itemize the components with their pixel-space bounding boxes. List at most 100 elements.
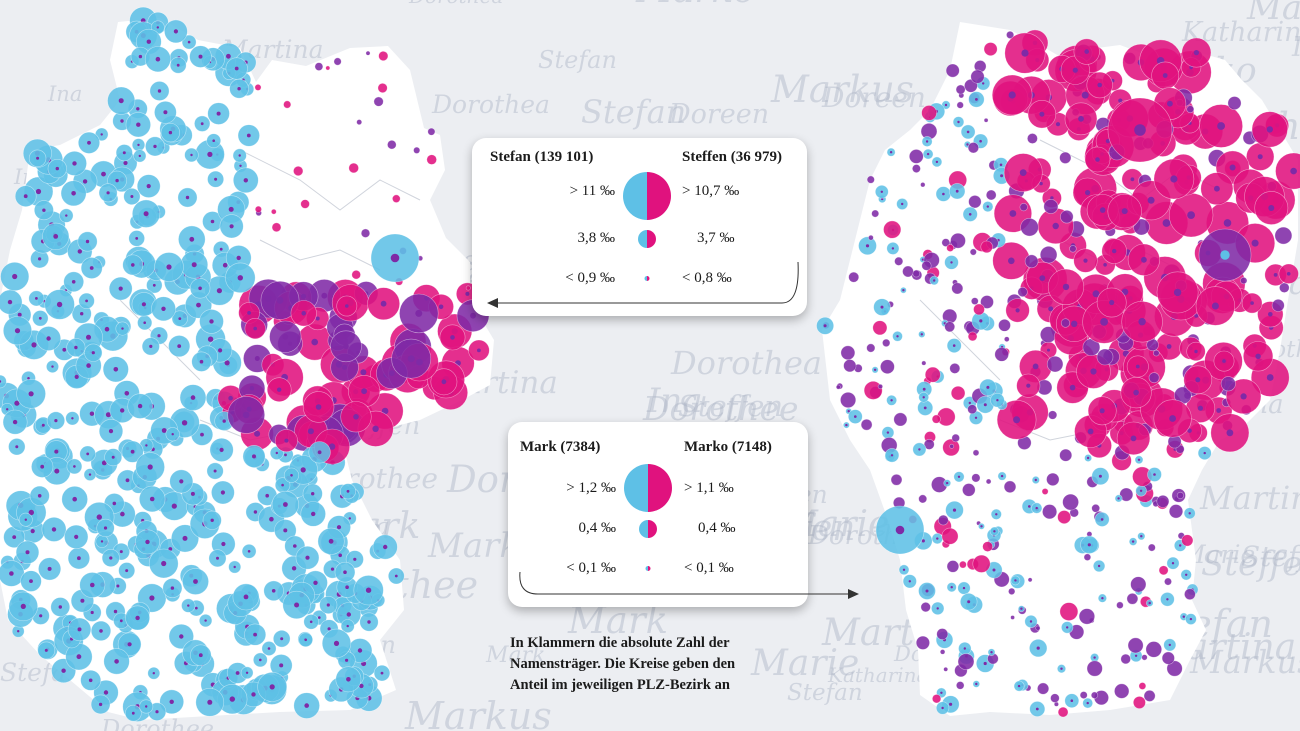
district-circle-center: [1032, 363, 1039, 370]
district-circle-center: [922, 387, 926, 391]
district-circle-center: [1134, 124, 1146, 136]
district-circle-center: [360, 369, 367, 376]
district-circle-center: [179, 479, 184, 484]
district-circle-center: [269, 516, 274, 522]
district-circle-center: [394, 574, 398, 578]
district-circle: [1010, 615, 1015, 620]
district-circle-center: [407, 355, 415, 363]
district-circle: [971, 297, 979, 305]
district-circle-center: [108, 429, 114, 434]
district-circle-center: [345, 658, 349, 662]
district-circle: [360, 228, 371, 238]
district-circle-center: [300, 467, 306, 473]
district-circle-center: [119, 619, 123, 623]
district-circle-center: [228, 206, 234, 212]
district-circle-center: [161, 560, 167, 567]
background-name: Steffen: [1241, 540, 1300, 573]
district-circle-center: [271, 589, 276, 593]
district-circle: [971, 473, 981, 483]
map-mark-marko: [816, 22, 1300, 718]
district-circle-center: [74, 345, 78, 350]
district-circle-center: [207, 336, 214, 342]
district-circle-center: [77, 249, 83, 254]
district-circle-center: [7, 299, 13, 305]
district-circle-center: [936, 537, 939, 540]
district-circle: [912, 269, 921, 278]
district-circle: [325, 65, 331, 71]
arrow-right-icon: [519, 571, 851, 595]
district-circle-center: [936, 607, 939, 610]
district-circle-center: [441, 379, 447, 385]
district-circle-center: [901, 202, 904, 206]
background-name: Katharina: [827, 663, 928, 687]
district-circle-center: [1135, 364, 1140, 369]
district-circle: [0, 374, 7, 389]
district-circle-center: [138, 154, 141, 158]
district-circle-center: [890, 454, 894, 457]
district-circle: [936, 628, 949, 640]
district-circle-center: [925, 140, 929, 143]
district-circle-center: [141, 302, 146, 307]
district-circle: [955, 84, 966, 95]
district-circle-center: [178, 317, 182, 320]
district-circle: [1042, 504, 1058, 520]
background-name: Stefan: [538, 46, 617, 74]
district-circle-center: [243, 594, 249, 600]
background-name: Dorothee: [642, 389, 799, 428]
district-circle-center: [1266, 374, 1274, 381]
district-circle-center: [980, 525, 983, 528]
district-circle-center: [1141, 256, 1147, 263]
district-circle: [920, 601, 931, 613]
district-circle: [254, 84, 262, 91]
district-circle-center: [116, 584, 120, 588]
district-circle: [1130, 576, 1147, 593]
district-circle-center: [254, 356, 260, 361]
district-circle-center: [254, 430, 261, 437]
district-circle-center: [1035, 506, 1038, 510]
district-circle-center: [923, 406, 927, 410]
district-circle-center: [890, 399, 893, 402]
district-circle-center: [361, 388, 367, 395]
district-circle-center: [236, 255, 241, 261]
district-circle: [871, 209, 880, 218]
district-circle-center: [921, 539, 925, 543]
district-circle-center: [61, 668, 66, 673]
district-circle-center: [336, 525, 342, 530]
background-name: Markus: [1189, 643, 1300, 681]
district-circle-center: [239, 164, 242, 167]
district-circle-center: [277, 387, 282, 392]
district-circle-center: [1121, 208, 1128, 215]
district-circle-center: [80, 312, 84, 316]
district-circle-center: [25, 550, 30, 555]
legend-value-steffen-small: < 0,8 ‰: [682, 270, 732, 286]
district-circle-center: [90, 610, 94, 615]
district-circle-center: [309, 620, 313, 624]
background-name: Dorothea: [431, 90, 550, 119]
district-circle-center: [51, 527, 57, 532]
district-circle-center: [330, 567, 335, 571]
district-circle-center: [974, 416, 978, 419]
district-circle-center: [145, 705, 148, 708]
district-circle-center: [28, 509, 34, 516]
district-circle-center: [53, 234, 59, 239]
district-circle: [882, 338, 891, 348]
district-circle: [880, 359, 895, 375]
district-circle-center: [1257, 154, 1263, 160]
background-name: Martina: [1199, 479, 1300, 517]
district-circle-center: [44, 648, 48, 652]
district-circle: [1006, 30, 1015, 39]
district-circle-center: [1148, 601, 1151, 605]
legend-value-stefan-large: > 11 ‰: [569, 183, 615, 199]
background-name: Doreen: [821, 81, 926, 114]
district-circle-center: [311, 338, 319, 346]
district-circle-center: [233, 565, 236, 569]
district-circle: [983, 42, 998, 56]
district-circle: [921, 260, 932, 271]
district-circle-center: [246, 133, 251, 138]
district-circle: [1220, 376, 1236, 392]
background-name: Stefan: [787, 680, 863, 706]
district-circle-center: [968, 213, 972, 216]
district-circle-center: [216, 111, 221, 116]
district-circle-center: [926, 152, 930, 156]
district-circle-center: [207, 699, 213, 705]
